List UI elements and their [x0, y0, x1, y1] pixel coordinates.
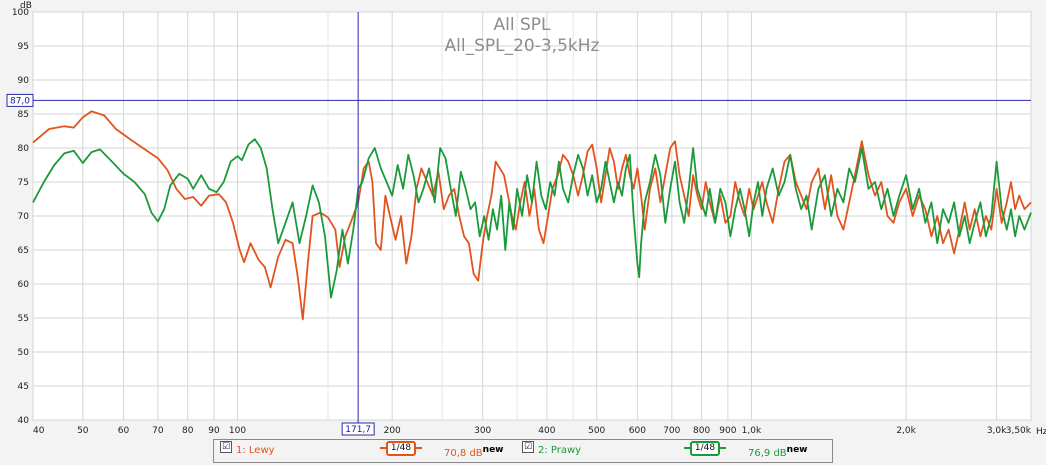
y-tick-label: 40 — [18, 416, 30, 426]
y-tick-label: 60 — [18, 280, 30, 290]
legend-label-prawy: 2: Prawy — [538, 445, 582, 456]
y-tick-label: 90 — [18, 76, 30, 86]
x-tick-label: 50 — [77, 426, 89, 436]
x-tick-label: 3,0k — [987, 426, 1007, 436]
legend-line-left-lewy — [380, 447, 386, 449]
y-tick-label: 45 — [18, 382, 29, 392]
grid-lines — [32, 11, 1032, 421]
legend-value-prawy: 76,9 dBnew — [748, 445, 808, 459]
x-tick-label: 100 — [229, 426, 246, 436]
y-tick-label: 55 — [18, 314, 29, 324]
legend-checkbox-prawy[interactable]: ☑ — [522, 441, 534, 453]
x-tick-label: 500 — [588, 426, 605, 436]
y-tick-label: 80 — [18, 144, 30, 154]
cursor-y-label: 87,0 — [10, 96, 30, 106]
legend-bar: ☑ 1: Lewy 1/48 70,8 dBnew ☑ 2: Prawy 1/4… — [213, 439, 833, 463]
x-tick-label: 60 — [118, 426, 130, 436]
x-axis-label: Hz — [1036, 427, 1046, 437]
new-badge-lewy: new — [482, 445, 504, 455]
legend-checkbox-lewy[interactable]: ☑ — [220, 441, 232, 453]
x-tick-label: 700 — [663, 426, 680, 436]
series-line-prawy — [32, 138, 1032, 299]
legend-line-left-prawy — [684, 447, 690, 449]
legend-label-lewy: 1: Lewy — [236, 445, 275, 456]
smoothing-button-lewy[interactable]: 1/48 — [386, 441, 416, 456]
axis-ticks: 40 45 50 55 60 65 70 75 80 85 90 95 100 40 50 60 70 80 90 1… — [12, 8, 1032, 436]
x-tick-label: 2,0k — [896, 426, 916, 436]
y-axis-label: dB — [20, 1, 32, 11]
y-tick-label: 95 — [18, 42, 29, 52]
cursor-y-box — [6, 93, 34, 107]
x-tick-label: 1,0k — [742, 426, 762, 436]
legend-line-right-prawy — [720, 447, 726, 449]
y-tick-label: 85 — [18, 110, 29, 120]
x-tick-label: 800 — [693, 426, 710, 436]
y-tick-label: 65 — [18, 246, 29, 256]
x-tick-label: 40 — [33, 426, 45, 436]
x-tick-label: 300 — [474, 426, 491, 436]
chart-title: All SPL — [494, 15, 552, 35]
y-tick-label: 70 — [18, 212, 30, 222]
y-tick-label: 50 — [18, 348, 30, 358]
series-layer — [32, 110, 1032, 321]
y-tick-label: 100 — [12, 8, 29, 18]
series-line-lewy — [32, 110, 1032, 321]
chart-subtitle: All_SPL_20-3,5kHz — [445, 36, 600, 56]
cursor-layer[interactable]: 87,0 171,7 — [6, 12, 1031, 436]
x-tick-label: 900 — [719, 426, 736, 436]
x-tick-label: 3,50k — [1006, 426, 1032, 436]
x-tick-label: 400 — [538, 426, 555, 436]
x-tick-label: 70 — [152, 426, 164, 436]
x-tick-label: 90 — [208, 426, 220, 436]
cursor-x-label: 171,7 — [345, 425, 371, 435]
x-tick-label: 600 — [629, 426, 646, 436]
x-tick-label: 200 — [384, 426, 401, 436]
smoothing-button-prawy[interactable]: 1/48 — [690, 441, 720, 456]
new-badge-prawy: new — [786, 445, 808, 455]
cursor-x-box — [341, 422, 375, 436]
legend-line-right-lewy — [416, 447, 422, 449]
x-tick-label: 80 — [182, 426, 194, 436]
legend-value-lewy: 70,8 dBnew — [444, 445, 504, 459]
y-tick-label: 75 — [18, 178, 29, 188]
spl-chart[interactable]: 40 45 50 55 60 65 70 75 80 85 90 95 100 40 50 60 70 80 90 1… — [0, 0, 1046, 440]
